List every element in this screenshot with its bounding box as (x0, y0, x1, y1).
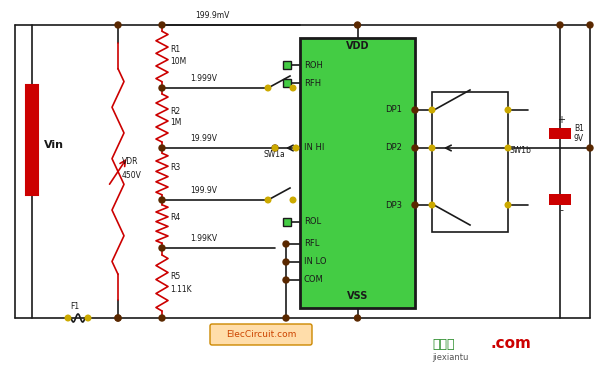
Text: .com: .com (490, 336, 531, 351)
Circle shape (159, 197, 165, 203)
Bar (300, 38, 415, 308)
Bar (549, 128, 571, 139)
Circle shape (290, 85, 296, 91)
Text: 1.999V: 1.999V (190, 74, 217, 83)
Bar (283, 218, 291, 226)
Text: R3: R3 (170, 163, 180, 172)
Text: 1.11K: 1.11K (170, 285, 191, 294)
Circle shape (412, 145, 418, 151)
Circle shape (65, 315, 71, 321)
Circle shape (505, 145, 511, 151)
Text: ROL: ROL (304, 217, 321, 226)
Text: 199.9V: 199.9V (190, 186, 217, 195)
Text: jiexiantu: jiexiantu (432, 353, 469, 362)
Circle shape (283, 277, 289, 283)
Text: SW1b: SW1b (510, 146, 532, 155)
Circle shape (283, 241, 289, 247)
Text: 1M: 1M (170, 118, 181, 127)
Circle shape (505, 107, 511, 113)
Circle shape (412, 202, 418, 208)
Circle shape (412, 107, 418, 113)
Text: R1: R1 (170, 46, 180, 54)
Text: ROH: ROH (304, 60, 323, 70)
Text: VSS: VSS (347, 291, 368, 301)
Circle shape (265, 85, 271, 91)
Circle shape (159, 145, 165, 151)
Text: VDR: VDR (122, 156, 139, 166)
Circle shape (159, 245, 165, 251)
Text: 199.9mV: 199.9mV (195, 11, 229, 20)
FancyBboxPatch shape (210, 324, 312, 345)
Text: R5: R5 (170, 272, 180, 281)
Text: RFH: RFH (304, 78, 321, 88)
Text: RFL: RFL (304, 240, 319, 248)
Text: -: - (559, 205, 563, 215)
Text: 19.99V: 19.99V (190, 134, 217, 143)
Text: R2: R2 (170, 107, 180, 116)
Text: 9V: 9V (574, 134, 584, 143)
Bar (283, 61, 291, 69)
Circle shape (115, 315, 121, 321)
Text: IN HI: IN HI (304, 144, 325, 152)
Circle shape (290, 197, 296, 203)
Circle shape (85, 315, 91, 321)
Circle shape (587, 145, 593, 151)
Bar (549, 194, 571, 205)
Circle shape (587, 22, 593, 28)
Text: DP2: DP2 (385, 144, 402, 152)
Text: 接线图: 接线图 (432, 338, 455, 351)
Text: DP1: DP1 (385, 106, 402, 114)
Circle shape (159, 85, 165, 91)
Circle shape (429, 145, 435, 151)
Bar (26, 85, 38, 195)
Circle shape (293, 145, 299, 151)
Text: Vin: Vin (44, 140, 64, 150)
Circle shape (159, 315, 165, 321)
Circle shape (159, 22, 165, 28)
Circle shape (115, 22, 121, 28)
Text: +: + (557, 115, 565, 125)
Circle shape (283, 315, 289, 321)
Circle shape (557, 22, 563, 28)
Text: 1.99KV: 1.99KV (190, 234, 217, 243)
Text: ElecCircuit.com: ElecCircuit.com (226, 330, 296, 339)
Circle shape (272, 145, 278, 151)
Circle shape (265, 197, 271, 203)
Circle shape (429, 107, 435, 113)
Text: IN LO: IN LO (304, 258, 326, 266)
Circle shape (355, 315, 361, 321)
Text: B1: B1 (574, 124, 584, 133)
Text: SW1a: SW1a (264, 150, 286, 159)
Text: 450V: 450V (122, 170, 142, 180)
Text: DP3: DP3 (385, 201, 402, 209)
Text: R4: R4 (170, 213, 180, 222)
Circle shape (272, 145, 278, 151)
Text: 10M: 10M (170, 57, 186, 66)
Circle shape (429, 202, 435, 208)
Text: VDD: VDD (346, 41, 369, 51)
Text: COM: COM (304, 276, 324, 284)
Circle shape (115, 315, 121, 321)
Bar (432, 92, 508, 232)
Text: F1: F1 (70, 302, 79, 311)
Circle shape (355, 22, 361, 28)
Circle shape (283, 259, 289, 265)
Circle shape (505, 202, 511, 208)
Bar (283, 79, 291, 87)
